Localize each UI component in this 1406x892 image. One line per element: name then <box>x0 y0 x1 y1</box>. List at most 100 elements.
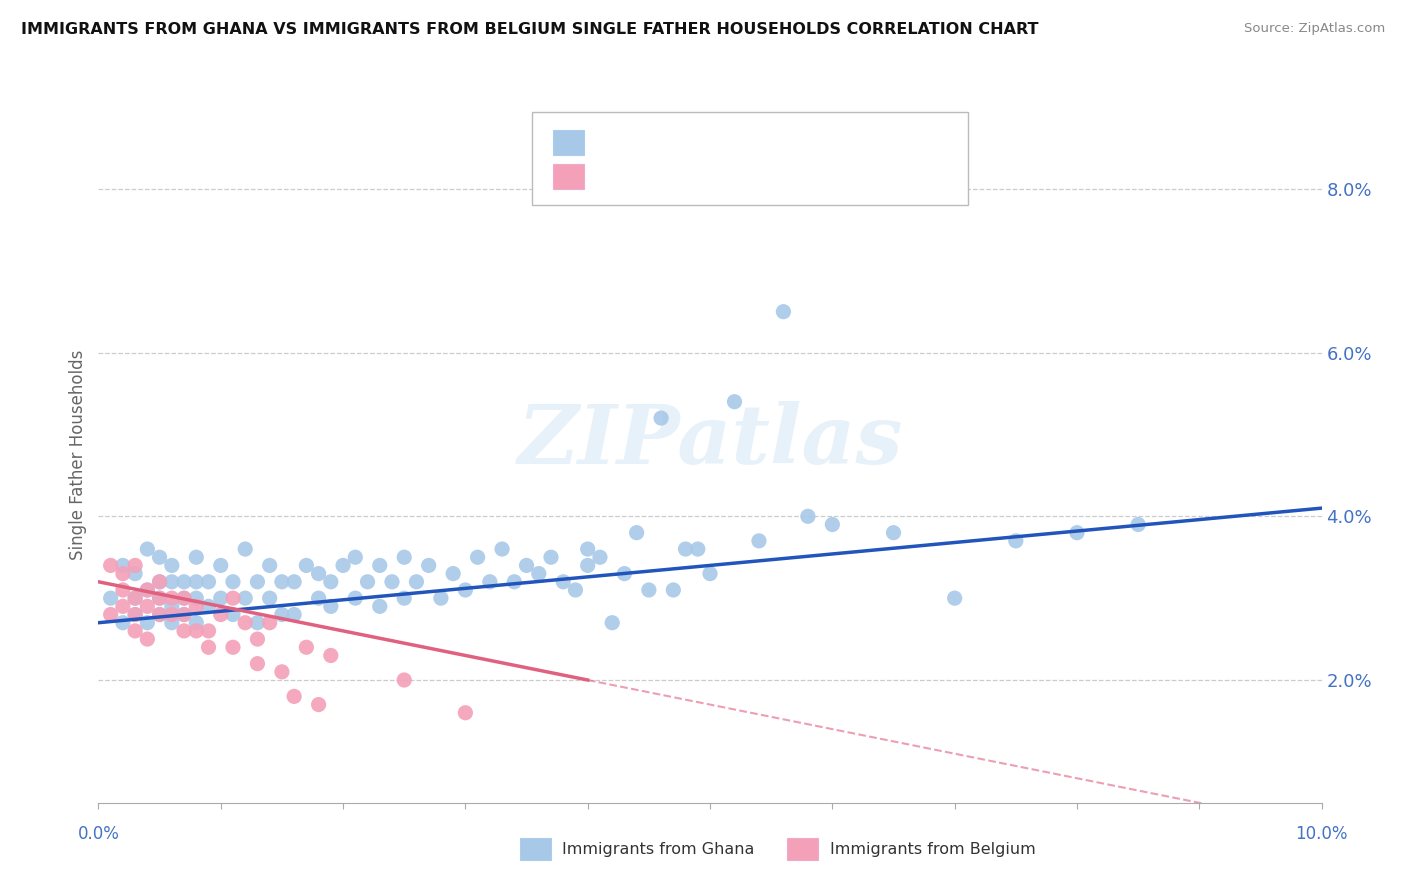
Point <box>136 632 159 646</box>
Point <box>186 624 208 638</box>
Point <box>319 599 342 614</box>
Point <box>516 558 538 573</box>
Point <box>173 624 195 638</box>
Point <box>222 591 245 606</box>
Point <box>332 558 354 573</box>
Point <box>686 542 709 557</box>
Point <box>209 607 232 622</box>
Point <box>368 558 391 573</box>
Point <box>136 615 159 630</box>
Point <box>100 558 122 573</box>
Point <box>478 574 501 589</box>
Point <box>233 542 256 557</box>
Point <box>344 591 367 606</box>
Point <box>821 517 844 532</box>
Point <box>124 591 146 606</box>
Point <box>136 542 159 557</box>
Point <box>111 582 134 597</box>
Point <box>748 533 770 548</box>
Point <box>943 591 966 606</box>
Point <box>209 558 232 573</box>
Point <box>197 599 219 614</box>
Point <box>186 550 208 565</box>
Point <box>149 607 172 622</box>
Point <box>392 591 416 606</box>
Point <box>246 632 269 646</box>
Point <box>259 615 281 630</box>
Point <box>454 706 477 720</box>
Point <box>149 607 172 622</box>
Point <box>527 566 550 581</box>
Text: IMMIGRANTS FROM GHANA VS IMMIGRANTS FROM BELGIUM SINGLE FATHER HOUSEHOLDS CORREL: IMMIGRANTS FROM GHANA VS IMMIGRANTS FROM… <box>21 22 1039 37</box>
Point <box>1066 525 1088 540</box>
Point <box>319 574 342 589</box>
Point <box>111 558 134 573</box>
Point <box>675 542 697 557</box>
Text: 0.0%: 0.0% <box>77 825 120 843</box>
Point <box>626 525 648 540</box>
Point <box>173 607 195 622</box>
Point <box>576 558 599 573</box>
Point <box>381 574 404 589</box>
Point <box>392 673 416 687</box>
Point <box>259 558 281 573</box>
Point <box>637 582 661 597</box>
Y-axis label: Single Father Households: Single Father Households <box>69 350 87 560</box>
Point <box>197 640 219 655</box>
Point <box>111 566 134 581</box>
Text: Source: ZipAtlas.com: Source: ZipAtlas.com <box>1244 22 1385 36</box>
Point <box>149 574 172 589</box>
Point <box>186 591 208 606</box>
Point <box>454 582 477 597</box>
Text: R = -0.236   N = 38: R = -0.236 N = 38 <box>595 168 772 186</box>
Point <box>160 558 183 573</box>
Point <box>100 607 122 622</box>
Point <box>797 509 820 524</box>
Point <box>197 624 219 638</box>
Point <box>186 615 208 630</box>
Text: 10.0%: 10.0% <box>1295 825 1348 843</box>
Point <box>308 698 330 712</box>
Point <box>149 591 172 606</box>
Point <box>246 657 269 671</box>
Point <box>295 640 318 655</box>
Point <box>186 599 208 614</box>
Point <box>222 574 245 589</box>
Point <box>209 591 232 606</box>
Point <box>430 591 453 606</box>
Point <box>553 574 575 589</box>
Point <box>124 607 146 622</box>
Point <box>540 550 562 565</box>
Point <box>233 591 256 606</box>
Point <box>149 574 172 589</box>
Point <box>392 550 416 565</box>
Point <box>356 574 378 589</box>
Point <box>576 542 599 557</box>
Point <box>222 607 245 622</box>
Point <box>772 304 794 318</box>
Point <box>149 591 172 606</box>
Point <box>491 542 513 557</box>
Point <box>270 607 292 622</box>
Point <box>124 558 146 573</box>
Point <box>883 525 905 540</box>
Point <box>246 574 269 589</box>
Point <box>564 582 586 597</box>
Point <box>270 574 292 589</box>
Point <box>308 591 330 606</box>
Point <box>441 566 464 581</box>
Point <box>650 411 672 425</box>
Point <box>111 615 134 630</box>
Point <box>1128 517 1150 532</box>
Point <box>246 615 269 630</box>
Point <box>186 574 208 589</box>
Point <box>173 591 195 606</box>
Point <box>160 591 183 606</box>
Point <box>344 550 367 565</box>
Point <box>589 550 612 565</box>
Point <box>259 591 281 606</box>
Point <box>1004 533 1026 548</box>
Point <box>136 599 159 614</box>
Point <box>173 591 195 606</box>
Point <box>418 558 440 573</box>
